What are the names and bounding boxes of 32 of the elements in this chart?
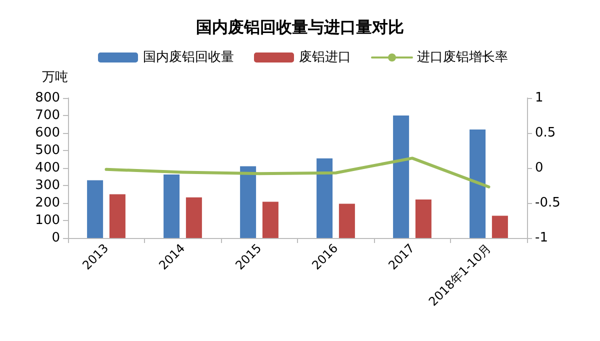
bar bbox=[492, 216, 508, 238]
y2-tick-label: -1 bbox=[535, 230, 548, 246]
y-tick-label: 800 bbox=[35, 90, 60, 106]
y-tick-label: 400 bbox=[35, 160, 60, 176]
chart-title: 国内废铝回收量与进口量对比 bbox=[196, 18, 404, 36]
bar bbox=[186, 197, 202, 238]
y2-tick-label: 0.5 bbox=[535, 126, 556, 140]
y-tick-label: 200 bbox=[35, 196, 60, 210]
y-axis-title: 万吨 bbox=[42, 70, 68, 85]
bar bbox=[470, 130, 486, 238]
bar bbox=[240, 166, 256, 238]
bar bbox=[109, 194, 126, 238]
bar bbox=[415, 200, 432, 238]
bar bbox=[393, 116, 410, 238]
line-series bbox=[104, 156, 490, 188]
bar bbox=[316, 158, 333, 238]
y2-tick-label: -0.5 bbox=[535, 196, 560, 210]
bar bbox=[262, 202, 278, 238]
bar bbox=[164, 174, 180, 238]
legend-label: 国内废铝回收量 bbox=[143, 50, 234, 65]
y-tick-label: 0 bbox=[52, 230, 60, 246]
y-tick-label: 700 bbox=[35, 108, 60, 123]
y-tick-label: 500 bbox=[35, 143, 60, 158]
bar bbox=[338, 204, 355, 238]
y-tick-label: 300 bbox=[35, 178, 60, 193]
y2-tick-label: 1 bbox=[535, 90, 544, 106]
y-tick-label: 600 bbox=[35, 126, 60, 140]
y2-tick-label: 0 bbox=[535, 160, 544, 176]
legend-label: 进口废铝增长率 bbox=[417, 49, 508, 65]
bar bbox=[87, 180, 104, 238]
y-tick-label: 100 bbox=[35, 213, 60, 228]
legend-label: 废铝进口 bbox=[299, 50, 351, 65]
